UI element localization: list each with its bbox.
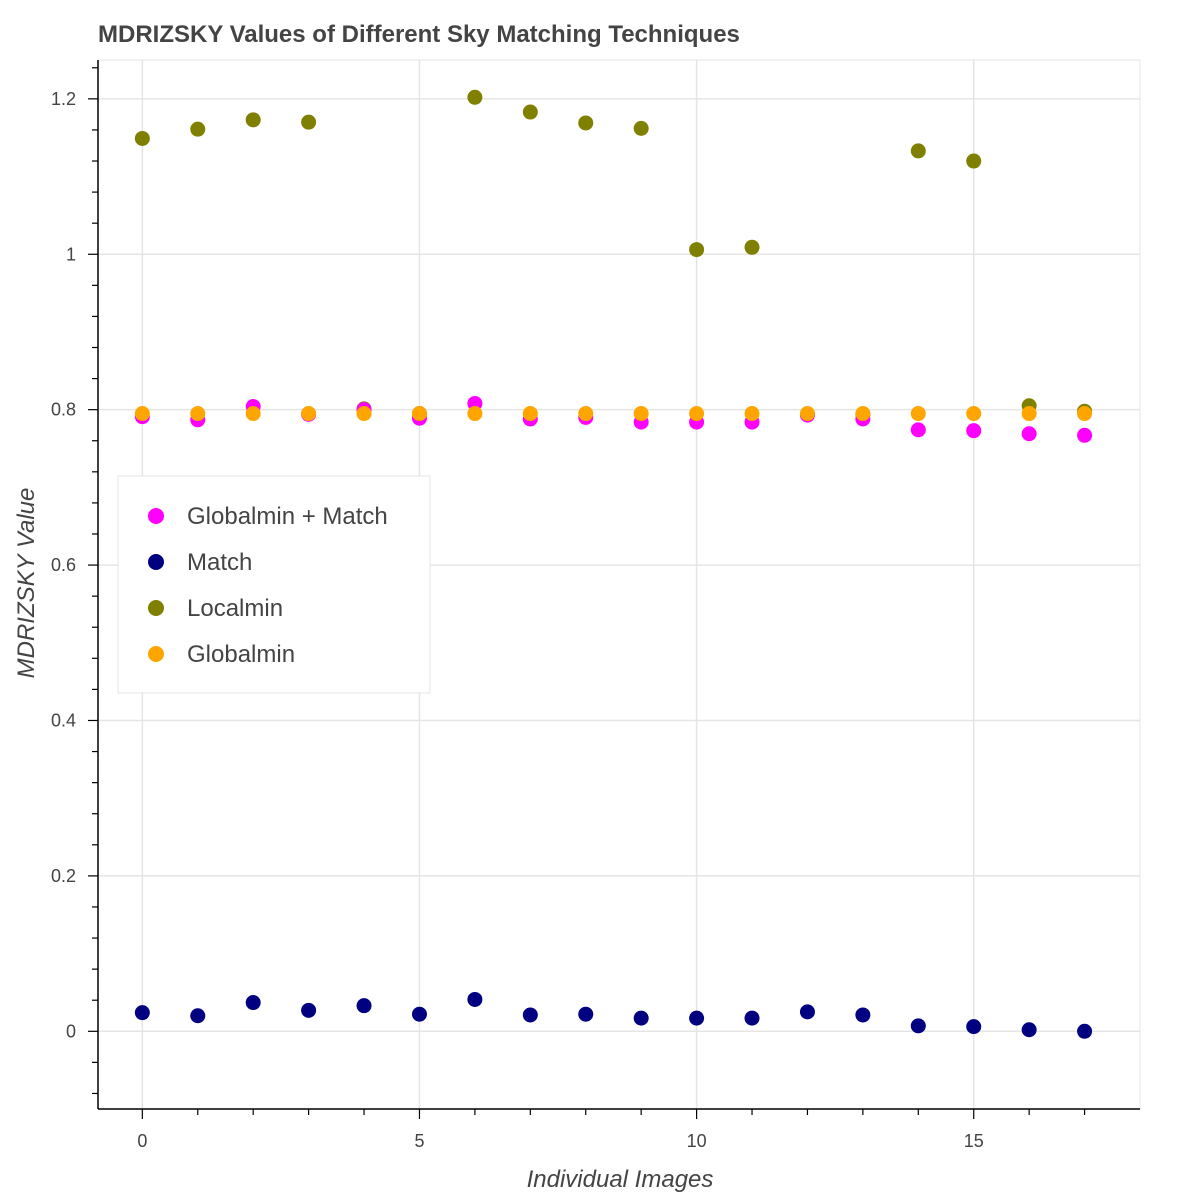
data-point-globalmin [744, 406, 760, 422]
data-point-match [633, 1010, 649, 1026]
data-point-globalmin [1077, 406, 1093, 422]
legend-marker-match [148, 554, 164, 570]
data-point-match [1077, 1023, 1093, 1039]
data-point-match [966, 1019, 982, 1035]
legend-label-match: Match [187, 549, 252, 576]
data-point-globalmin-match [966, 423, 982, 439]
data-point-localmin [744, 239, 760, 255]
data-point-globalmin [411, 406, 427, 422]
y-tick-label: 1 [66, 244, 76, 264]
data-point-match [134, 1005, 150, 1021]
data-point-localmin [190, 121, 206, 137]
grid-lines [98, 59, 1141, 1109]
data-point-localmin [633, 120, 649, 136]
data-point-globalmin [910, 406, 926, 422]
data-point-globalmin [356, 406, 372, 422]
data-point-globalmin [467, 406, 483, 422]
data-point-localmin [578, 115, 594, 131]
data-point-globalmin [522, 406, 538, 422]
axes: 0 5 10 15 0 0.2 0.4 0.6 0.8 1 1.2 [51, 60, 1140, 1151]
data-point-localmin [134, 130, 150, 146]
legend-label-localmin: Localmin [187, 595, 283, 622]
data-point-match [744, 1010, 760, 1026]
data-point-localmin [910, 143, 926, 159]
x-tick-label: 0 [137, 1131, 147, 1151]
data-point-localmin [522, 104, 538, 120]
data-point-globalmin [633, 406, 649, 422]
data-points [134, 89, 1093, 1039]
x-axis-label: Individual Images [527, 1166, 714, 1193]
data-point-match [467, 991, 483, 1007]
data-point-match [522, 1007, 538, 1023]
data-point-match [190, 1008, 206, 1024]
data-point-match [799, 1004, 815, 1020]
legend-box [117, 475, 431, 694]
data-point-match [910, 1018, 926, 1034]
legend: Globalmin + Match Match Localmin Globalmin [117, 475, 431, 694]
data-point-globalmin [799, 406, 815, 422]
data-point-globalmin [578, 406, 594, 422]
data-point-globalmin-match [910, 422, 926, 438]
data-point-globalmin [245, 406, 261, 422]
data-point-globalmin-match [1021, 426, 1037, 442]
data-point-globalmin [855, 406, 871, 422]
x-tick-label: 10 [687, 1131, 707, 1151]
data-point-localmin [689, 242, 705, 258]
data-point-match [411, 1006, 427, 1022]
x-tick-label: 5 [414, 1131, 424, 1151]
data-point-match [689, 1010, 705, 1026]
data-point-globalmin [966, 406, 982, 422]
legend-marker-globalmin-match [148, 508, 164, 524]
data-point-globalmin [301, 406, 317, 422]
data-point-localmin [467, 89, 483, 105]
data-point-localmin [966, 153, 982, 169]
y-axis-label: MDRIZSKY Value [13, 488, 40, 679]
data-point-match [245, 995, 261, 1011]
y-tick-label: 0.6 [51, 555, 76, 575]
data-point-globalmin [190, 406, 206, 422]
data-point-globalmin [1021, 406, 1037, 422]
legend-label-globalmin: Globalmin [187, 641, 295, 668]
legend-marker-localmin [148, 600, 164, 616]
y-tick-label: 1.2 [51, 89, 76, 109]
data-point-match [855, 1007, 871, 1023]
data-point-globalmin [134, 406, 150, 422]
data-point-globalmin-match [1077, 427, 1093, 443]
y-tick-label: 0.8 [51, 400, 76, 420]
data-point-globalmin [689, 406, 705, 422]
data-point-match [301, 1002, 317, 1018]
data-point-match [1021, 1022, 1037, 1038]
data-point-match [356, 998, 372, 1014]
data-point-localmin [301, 114, 317, 130]
data-point-localmin [245, 112, 261, 128]
y-tick-label: 0 [66, 1021, 76, 1041]
chart-title: MDRIZSKY Values of Different Sky Matchin… [98, 21, 740, 48]
x-tick-label: 15 [964, 1131, 984, 1151]
y-tick-label: 0.2 [51, 866, 76, 886]
legend-label-globalmin-match: Globalmin + Match [187, 503, 388, 530]
y-tick-label: 0.4 [51, 710, 76, 730]
legend-marker-globalmin [148, 646, 164, 662]
data-point-match [578, 1006, 594, 1022]
